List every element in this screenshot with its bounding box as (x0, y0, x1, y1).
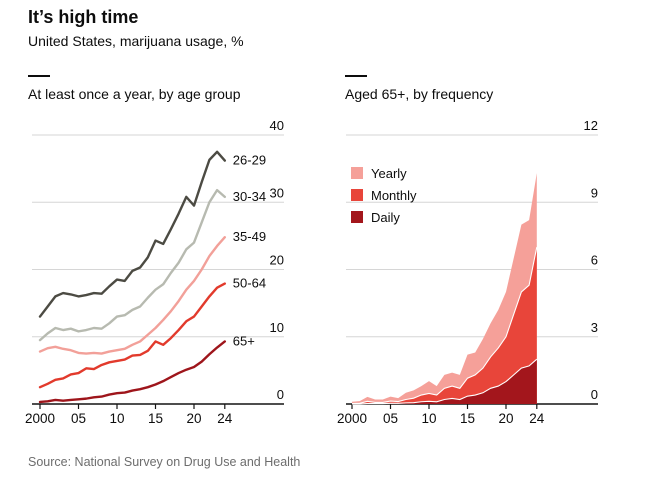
legend-item-monthly: Monthly (351, 184, 417, 206)
series-end-label-26-29: 26-29 (233, 153, 266, 168)
line-chart-age-groups: 0 10 20 30 40 2000 05 10 15 20 24 26-29 30-34 35-49 50… (25, 118, 284, 426)
area-layer-Yearly (352, 173, 537, 404)
line-series-30-34 (38, 188, 227, 342)
x-tick-label-2020: 20 (186, 411, 201, 426)
y-tick-label-6: 6 (591, 253, 598, 268)
series-end-label-65+: 65+ (233, 333, 255, 348)
y-tick-label-40: 40 (270, 118, 284, 133)
layer-separator-Monthly (351, 246, 538, 405)
figure-subtitle: United States, marijuana usage, % (28, 33, 244, 49)
legend-label-monthly: Monthly (371, 187, 417, 203)
x-tick-label-2015: 15 (460, 411, 475, 426)
line-series-50-64 (38, 282, 227, 389)
y-tick-label-30: 30 (270, 185, 284, 200)
line-series-65+ (38, 340, 227, 404)
y-tick-label-0: 0 (591, 387, 598, 402)
x-tick-label-2005: 05 (71, 411, 86, 426)
series-end-label-30-34: 30-34 (233, 189, 266, 204)
series-end-label-35-49: 35-49 (233, 229, 266, 244)
y-tick-label-20: 20 (270, 253, 284, 268)
legend-swatch-yearly (351, 167, 363, 179)
legend-swatch-monthly (351, 189, 363, 201)
x-tick-label-2005: 05 (383, 411, 398, 426)
y-tick-label-3: 3 (591, 320, 598, 335)
right-panel-rule (345, 75, 367, 77)
legend-item-daily: Daily (351, 206, 417, 228)
line-series-35-49 (38, 236, 227, 355)
y-tick-label-9: 9 (591, 185, 598, 200)
legend-item-yearly: Yearly (351, 162, 417, 184)
area-layer-Daily (352, 359, 537, 404)
y-tick-label-10: 10 (270, 320, 284, 335)
x-tick-label-2024: 24 (529, 411, 545, 426)
left-panel-title: At least once a year, by age group (28, 86, 241, 102)
y-tick-label-0: 0 (277, 387, 284, 402)
legend-label-yearly: Yearly (371, 165, 407, 181)
frequency-legend: Yearly Monthly Daily (351, 162, 417, 228)
line-series-26-29 (38, 150, 227, 318)
legend-swatch-daily (351, 211, 363, 223)
source-note: Source: National Survey on Drug Use and … (28, 455, 301, 469)
left-panel-rule (28, 75, 50, 77)
x-tick-label-2000: 2000 (25, 411, 55, 426)
x-tick-label-2015: 15 (148, 411, 163, 426)
figure-title: It’s high time (28, 7, 139, 27)
legend-label-daily: Daily (371, 209, 400, 225)
series-end-label-50-64: 50-64 (233, 276, 266, 291)
x-tick-label-2010: 10 (109, 411, 124, 426)
y-tick-label-12: 12 (584, 118, 598, 133)
x-tick-label-2000: 2000 (337, 411, 367, 426)
x-tick-label-2010: 10 (421, 411, 436, 426)
x-tick-label-2024: 24 (217, 411, 233, 426)
layer-separator-Daily (352, 358, 538, 405)
right-panel-title: Aged 65+, by frequency (345, 86, 494, 102)
area-chart-65plus-frequency: 0 3 6 9 12 2000 05 10 15 20 24 (337, 118, 598, 426)
x-tick-label-2020: 20 (498, 411, 513, 426)
area-layer-Monthly (352, 247, 537, 404)
